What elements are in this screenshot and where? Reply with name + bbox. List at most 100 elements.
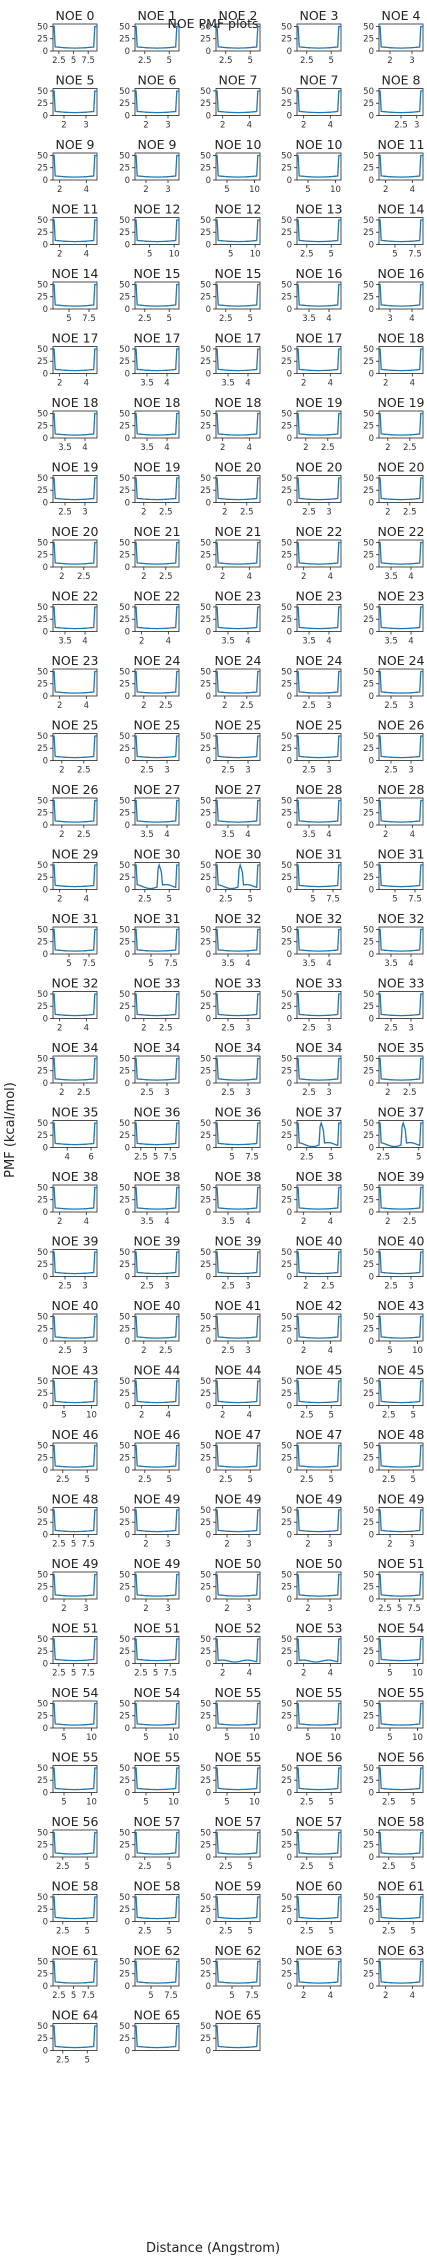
x-tick-label: 4 xyxy=(166,1411,171,1421)
y-tick-label: 50 xyxy=(200,474,211,484)
subplot-title: NOE 4 xyxy=(381,8,420,23)
subplot-title: NOE 40 xyxy=(378,1234,425,1249)
y-tick-label: 0 xyxy=(369,1789,374,1799)
pmf-curve xyxy=(53,1573,97,1597)
x-tick-label: 5 xyxy=(248,1475,253,1485)
y-tick-label: 50 xyxy=(363,1248,374,1258)
x-tick-label: 7.5 xyxy=(408,895,422,905)
x-tick-label: 2.5 xyxy=(138,1475,152,1485)
x-tick-label: 5 xyxy=(248,56,253,66)
pmf-curve xyxy=(379,1509,423,1533)
x-tick-label: 2 xyxy=(141,508,146,518)
subplot-panel: NOE 49 0 25 50 2 3 xyxy=(363,1492,424,1550)
pmf-curve xyxy=(216,1251,260,1275)
subplot-title: NOE 17 xyxy=(52,331,99,346)
subplot-panel: NOE 35 0 25 50 4 6 xyxy=(37,1105,98,1163)
x-tick-label: 4 xyxy=(164,379,169,389)
subplot-frame xyxy=(134,475,180,503)
subplot-panel: NOE 48 0 25 50 2.5 5 xyxy=(363,1427,424,1485)
pmf-curve xyxy=(297,1057,341,1081)
x-tick-label: 2.5 xyxy=(140,1088,154,1098)
x-tick-label: 4 xyxy=(164,443,169,453)
x-tick-label: 5 xyxy=(305,1733,310,1743)
pmf-curve xyxy=(216,90,260,114)
subplot-title: NOE 54 xyxy=(378,1621,425,1636)
x-tick-label: 5 xyxy=(66,314,71,324)
subplot-frame xyxy=(52,1958,98,1987)
subplot-panel: NOE 51 0 25 50 2.5 5 7.5 xyxy=(37,1621,98,1679)
subplot-panel: NOE 18 0 25 50 2 4 xyxy=(200,395,261,453)
subplot-title: NOE 30 xyxy=(134,847,181,862)
y-tick-label: 0 xyxy=(287,563,292,573)
x-tick-label: 5 xyxy=(167,314,172,324)
y-tick-label: 50 xyxy=(281,409,292,419)
y-tick-label: 50 xyxy=(200,1183,211,1193)
y-tick-label: 25 xyxy=(37,1583,48,1593)
y-tick-label: 25 xyxy=(200,1841,211,1851)
x-tick-label: 2.5 xyxy=(384,766,398,776)
subplot-panel: NOE 40 0 25 50 2.5 3 xyxy=(37,1298,98,1356)
x-tick-label: 2.5 xyxy=(403,443,417,453)
subplot-frame xyxy=(378,1700,424,1729)
y-tick-label: 25 xyxy=(37,164,48,174)
subplot-frame xyxy=(134,346,180,374)
subplot-title: NOE 32 xyxy=(296,911,343,926)
subplot-frame xyxy=(378,23,424,52)
subplot-title: NOE 47 xyxy=(296,1427,343,1442)
y-tick-label: 0 xyxy=(43,305,48,315)
subplot-panel: NOE 55 0 25 50 5 10 xyxy=(200,1685,261,1743)
subplot-frame xyxy=(134,991,180,1019)
y-tick-label: 25 xyxy=(37,1389,48,1399)
y-tick-label: 25 xyxy=(37,1260,48,1270)
x-tick-label: 3 xyxy=(326,766,331,776)
y-tick-label: 0 xyxy=(206,241,211,251)
subplot-frame xyxy=(215,539,261,568)
x-tick-label: 3 xyxy=(408,701,413,711)
y-tick-label: 50 xyxy=(37,796,48,806)
subplot-title: NOE 54 xyxy=(52,1685,99,1700)
y-tick-label: 25 xyxy=(119,1260,130,1270)
subplot-panel: NOE 62 0 25 50 5 7.5 xyxy=(119,1943,180,2001)
x-tick-label: 4 xyxy=(245,379,250,389)
subplot-panel: NOE 20 0 25 50 2 2.5 xyxy=(363,460,424,518)
y-tick-label: 50 xyxy=(281,1764,292,1774)
subplot-panel: NOE 17 0 25 50 3.5 4 xyxy=(119,331,180,389)
x-tick-label: 2.5 xyxy=(58,1282,72,1292)
pmf-curve xyxy=(216,154,260,178)
x-tick-label: 5 xyxy=(153,1153,158,1163)
x-tick-label: 2.5 xyxy=(300,1927,314,1937)
subplot-frame xyxy=(215,668,261,697)
subplot-title: NOE 48 xyxy=(378,1427,425,1442)
pmf-curve xyxy=(53,1186,97,1210)
subplot-panel: NOE 49 0 25 50 2 3 xyxy=(119,1492,180,1550)
x-tick-label: 5 xyxy=(224,185,229,195)
subplot-frame xyxy=(296,410,342,439)
subplot-frame xyxy=(215,1507,261,1535)
subplot-panel: NOE 65 0 25 50 xyxy=(200,2008,261,2057)
subplot-panel: NOE 7 0 25 50 2 4 xyxy=(200,73,261,131)
subplot-panel: NOE 4 0 25 50 2 3 xyxy=(363,8,424,66)
y-tick-label: 25 xyxy=(281,1454,292,1464)
y-tick-label: 50 xyxy=(119,22,130,32)
y-tick-label: 50 xyxy=(37,1054,48,1064)
y-tick-label: 25 xyxy=(363,1970,374,1980)
y-tick-label: 0 xyxy=(125,1660,130,1670)
subplot-title: NOE 43 xyxy=(378,1298,425,1313)
y-tick-label: 0 xyxy=(125,176,130,186)
subplot-title: NOE 32 xyxy=(215,911,262,926)
subplot-title: NOE 49 xyxy=(134,1556,181,1571)
x-tick-label: 2.5 xyxy=(159,508,173,518)
x-tick-label: 10 xyxy=(86,1733,97,1743)
subplot-panel: NOE 45 0 25 50 2.5 5 xyxy=(281,1363,342,1421)
y-tick-label: 50 xyxy=(37,990,48,1000)
x-tick-label: 2 xyxy=(383,379,388,389)
subplot-title: NOE 7 xyxy=(218,73,257,88)
subplot-frame xyxy=(378,1636,424,1664)
pmf-curve xyxy=(216,219,260,243)
y-tick-label: 0 xyxy=(43,886,48,896)
y-tick-label: 25 xyxy=(200,680,211,690)
x-tick-label: 4 xyxy=(328,572,333,582)
x-tick-label: 2 xyxy=(57,1024,62,1034)
y-tick-label: 50 xyxy=(200,796,211,806)
pmf-curve xyxy=(379,1702,423,1726)
